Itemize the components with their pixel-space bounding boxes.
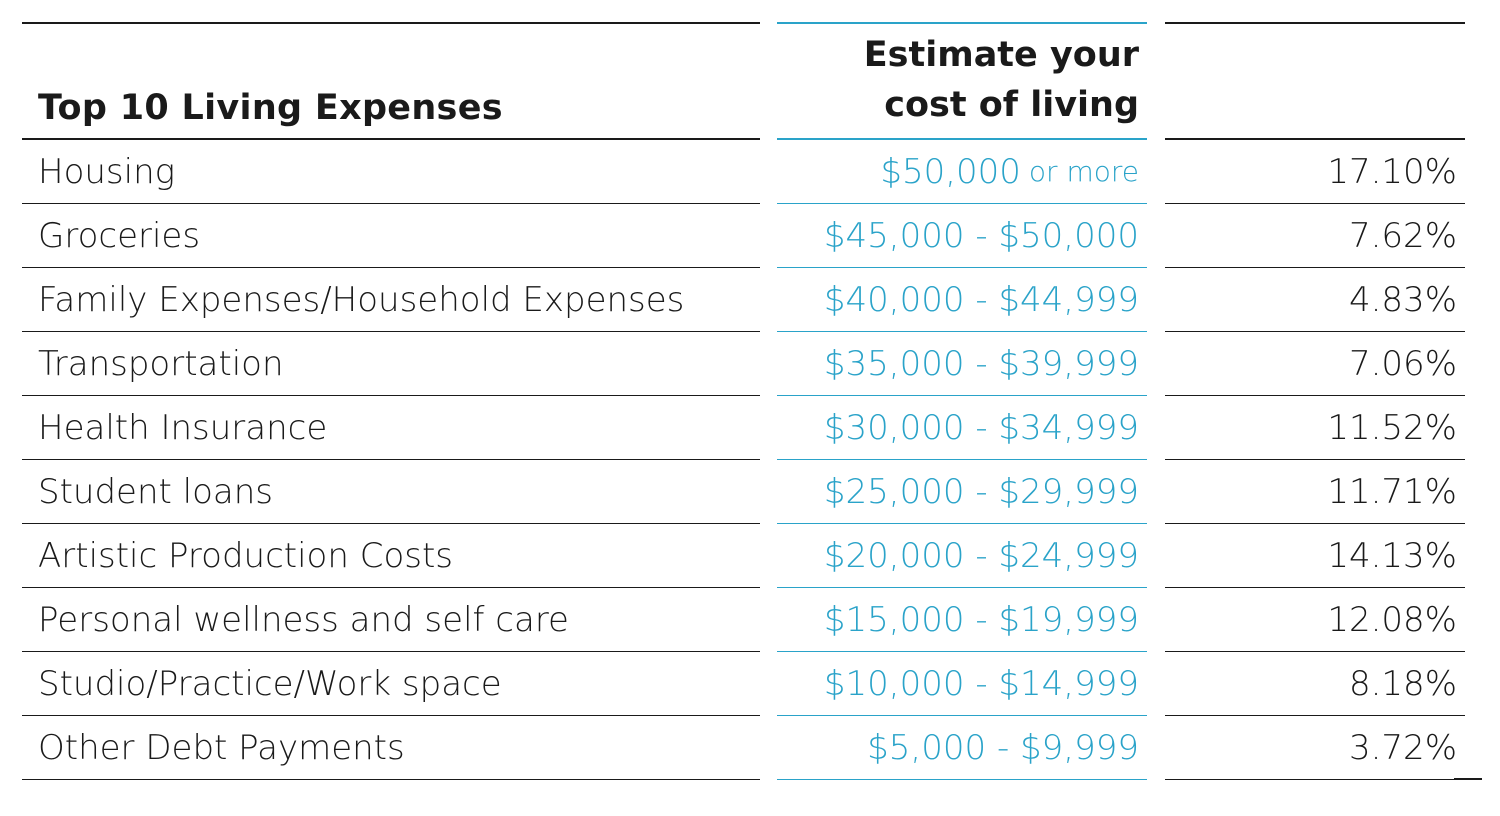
expense-row: Other Debt Payments	[22, 716, 760, 780]
percent-value: 17.10%	[1327, 151, 1457, 192]
cost-range-heading: Estimate your cost of living	[864, 30, 1139, 130]
cost-range-row: $30,000 - $34,999	[777, 396, 1147, 460]
expense-row: Housing	[22, 140, 760, 204]
heading-line-2: cost of living	[884, 85, 1139, 125]
cost-range-value: $45,000 - $50,000	[823, 215, 1139, 256]
percent-header	[1165, 24, 1465, 140]
percent-value: 14.13%	[1327, 535, 1457, 576]
cost-range-row: $45,000 - $50,000	[777, 204, 1147, 268]
expense-label: Housing	[38, 151, 176, 192]
expense-label: Student loans	[38, 471, 273, 512]
cost-range-value: $5,000 - $9,999	[867, 727, 1139, 768]
cost-range-row: $15,000 - $19,999	[777, 588, 1147, 652]
cost-range-row: $50,000 or more	[777, 140, 1147, 204]
percent-row: 3.72%	[1165, 716, 1465, 780]
expense-row: Family Expenses/Household Expenses	[22, 268, 760, 332]
bottom-rule-tick	[1454, 778, 1482, 780]
percent-value: 7.06%	[1348, 343, 1457, 384]
cost-range-value: $40,000 - $44,999	[823, 279, 1139, 320]
cost-range-value: $15,000 - $19,999	[823, 599, 1139, 640]
cost-range-column: Estimate your cost of living $50,000 or m…	[777, 22, 1147, 780]
percent-row: 7.62%	[1165, 204, 1465, 268]
expense-label: Studio/Practice/Work space	[38, 663, 502, 704]
percent-value: 11.71%	[1327, 471, 1457, 512]
expense-label: Transportation	[38, 343, 284, 384]
expense-header: Top 10 Living Expenses	[22, 24, 760, 140]
cost-range-row: $35,000 - $39,999	[777, 332, 1147, 396]
expense-row: Groceries	[22, 204, 760, 268]
percent-value: 3.72%	[1348, 727, 1457, 768]
percent-row: 14.13%	[1165, 524, 1465, 588]
top-rule	[1165, 22, 1465, 24]
cost-range-header: Estimate your cost of living	[777, 24, 1147, 140]
cost-range-value: $35,000 - $39,999	[823, 343, 1139, 384]
cost-range-value: $30,000 - $34,999	[823, 407, 1139, 448]
cost-range-value: $20,000 - $24,999	[823, 535, 1139, 576]
percent-row: 8.18%	[1165, 652, 1465, 716]
expense-row: Personal wellness and self care	[22, 588, 760, 652]
percent-row: 11.52%	[1165, 396, 1465, 460]
top-rule	[22, 22, 760, 24]
percent-row: 4.83%	[1165, 268, 1465, 332]
expense-row: Artistic Production Costs	[22, 524, 760, 588]
expense-row: Transportation	[22, 332, 760, 396]
cost-range-row: $25,000 - $29,999	[777, 460, 1147, 524]
percent-value: 11.52%	[1327, 407, 1457, 448]
percent-row: 17.10%	[1165, 140, 1465, 204]
expense-label: Personal wellness and self care	[38, 599, 569, 640]
percent-value: 4.83%	[1348, 279, 1457, 320]
heading-line-1: Estimate your	[863, 35, 1139, 75]
cost-range-value: $10,000 - $14,999	[823, 663, 1139, 704]
cost-range-row: $5,000 - $9,999	[777, 716, 1147, 780]
expense-row: Student loans	[22, 460, 760, 524]
cost-range-row: $40,000 - $44,999	[777, 268, 1147, 332]
percent-value: 8.18%	[1348, 663, 1457, 704]
percent-row: 11.71%	[1165, 460, 1465, 524]
expense-label: Health Insurance	[38, 407, 328, 448]
percent-value: 12.08%	[1327, 599, 1457, 640]
percent-value: 7.62%	[1348, 215, 1457, 256]
expense-label: Artistic Production Costs	[38, 535, 454, 576]
expense-label: Family Expenses/Household Expenses	[38, 279, 685, 320]
percent-column: 17.10% 7.62% 4.83% 7.06% 11.52% 11.71% 1…	[1165, 22, 1465, 780]
cost-range-row: $20,000 - $24,999	[777, 524, 1147, 588]
expense-label: Groceries	[38, 215, 201, 256]
cost-range-suffix: or more	[1028, 155, 1139, 188]
percent-row: 12.08%	[1165, 588, 1465, 652]
cost-range-value: $50,000	[880, 151, 1021, 192]
expense-row: Health Insurance	[22, 396, 760, 460]
expense-label: Other Debt Payments	[38, 727, 405, 768]
cost-range-row: $10,000 - $14,999	[777, 652, 1147, 716]
table-title: Top 10 Living Expenses	[38, 88, 503, 128]
top-rule	[777, 22, 1147, 24]
percent-row: 7.06%	[1165, 332, 1465, 396]
expense-column: Top 10 Living Expenses Housing Groceries…	[22, 22, 760, 780]
cost-range-value: $25,000 - $29,999	[823, 471, 1139, 512]
expense-row: Studio/Practice/Work space	[22, 652, 760, 716]
